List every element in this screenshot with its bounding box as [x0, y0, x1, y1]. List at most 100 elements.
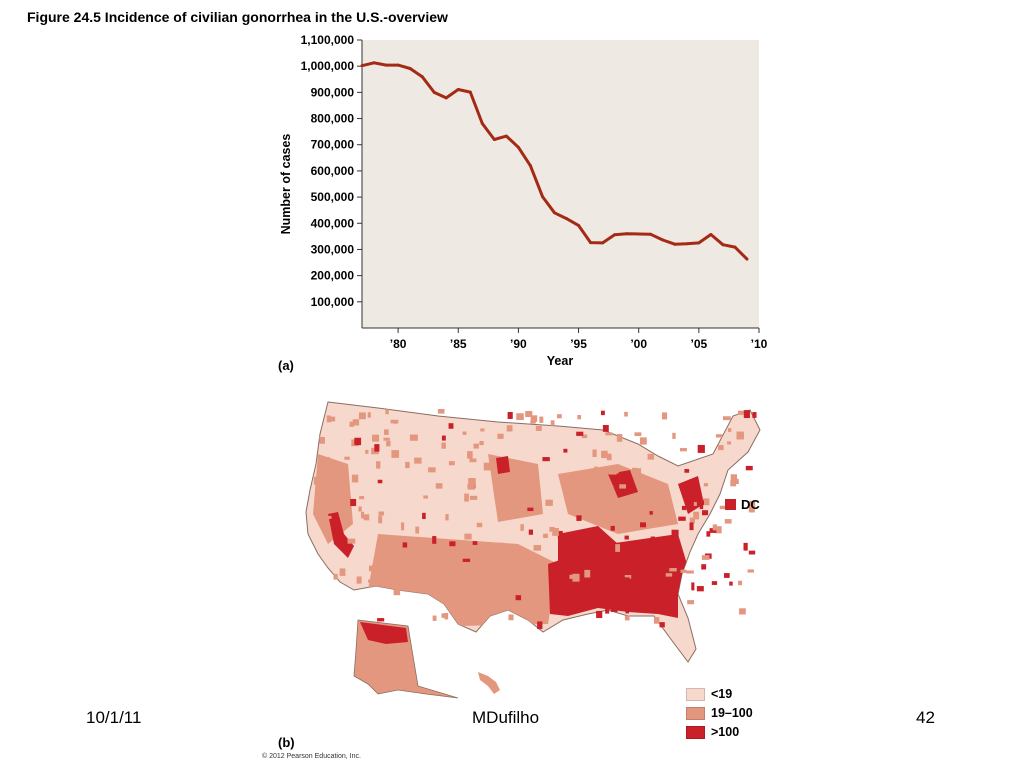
- y-tick-label: 500,000: [311, 190, 355, 204]
- county-cell: [326, 415, 331, 423]
- county-cell: [354, 437, 362, 446]
- county-cell: [748, 507, 755, 513]
- county-cell: [371, 564, 380, 570]
- county-cell: [571, 551, 575, 555]
- us-county-map: [305, 401, 761, 699]
- region-highrate-midsouth: [558, 526, 618, 564]
- county-cell: [687, 600, 695, 605]
- footer-author: MDufilho: [472, 708, 540, 727]
- county-cell: [472, 541, 478, 545]
- county-cell: [422, 512, 426, 520]
- data-point: [552, 211, 556, 215]
- county-cell: [619, 484, 627, 489]
- county-cell: [715, 434, 723, 438]
- county-cell: [377, 618, 385, 622]
- county-cell: [401, 522, 405, 531]
- data-point: [420, 75, 424, 79]
- county-cell: [510, 494, 519, 502]
- county-cell: [422, 548, 431, 555]
- data-point: [613, 233, 617, 237]
- county-cell: [730, 474, 738, 481]
- county-cell: [473, 443, 479, 449]
- county-cell: [577, 503, 583, 512]
- data-point: [685, 242, 689, 246]
- county-cell: [344, 456, 350, 460]
- y-tick-label: 100,000: [311, 295, 355, 309]
- data-point: [408, 67, 412, 71]
- plot-area: [362, 40, 759, 328]
- county-cell: [624, 615, 630, 621]
- county-cell: [360, 511, 365, 519]
- county-cell: [482, 603, 491, 609]
- county-cell: [743, 410, 750, 418]
- county-cell: [376, 461, 381, 469]
- county-cell: [748, 550, 756, 555]
- panel-label-a: (a): [278, 358, 294, 373]
- data-point: [432, 90, 436, 94]
- county-cell: [378, 511, 385, 516]
- x-tick-label: ’80: [390, 337, 407, 351]
- county-cell: [691, 582, 695, 591]
- county-cell: [719, 505, 726, 510]
- county-cell: [701, 555, 710, 560]
- county-cell: [380, 561, 388, 569]
- county-cell: [374, 570, 378, 575]
- county-cell: [480, 428, 485, 432]
- county-cell: [449, 541, 456, 547]
- county-cell: [611, 467, 619, 474]
- county-cell: [483, 462, 492, 471]
- county-cell: [660, 561, 667, 565]
- county-cell: [543, 533, 548, 539]
- county-cell: [405, 461, 410, 469]
- county-cell: [438, 576, 442, 583]
- county-cell: [743, 542, 748, 551]
- county-cell: [711, 581, 718, 585]
- county-cell: [445, 514, 449, 521]
- county-cell: [684, 469, 690, 473]
- county-cell: [581, 434, 588, 439]
- county-cell: [626, 544, 634, 551]
- legend-item-low: <19: [686, 685, 753, 703]
- data-point: [673, 242, 677, 246]
- county-cell: [626, 502, 630, 511]
- county-cell: [528, 529, 534, 535]
- county-cell: [702, 498, 710, 506]
- region-highrate-ohio: [608, 470, 638, 498]
- region-highrate-southdakota: [496, 456, 510, 474]
- region-midrate-southwest: [368, 534, 558, 626]
- county-cell: [464, 533, 472, 540]
- data-point: [396, 63, 400, 67]
- county-cell: [351, 474, 359, 483]
- county-cell: [313, 476, 321, 485]
- map-legend: <19 19–100 >100: [686, 685, 753, 742]
- county-cell: [730, 479, 737, 487]
- county-cell: [314, 512, 321, 517]
- county-cell: [479, 440, 484, 446]
- county-cell: [542, 457, 550, 462]
- series-group: [360, 61, 749, 261]
- county-cell: [497, 433, 504, 439]
- county-cell: [639, 437, 647, 445]
- county-cell: [654, 606, 662, 612]
- county-cell: [350, 498, 357, 507]
- county-cell: [485, 570, 491, 576]
- county-cell: [737, 410, 744, 415]
- county-cell: [356, 576, 362, 584]
- data-point: [589, 241, 593, 245]
- county-cell: [703, 483, 709, 487]
- data-point: [504, 134, 508, 138]
- data-point: [372, 61, 376, 65]
- county-cell: [605, 606, 610, 614]
- county-cell: [358, 412, 366, 420]
- county-cell: [739, 608, 746, 615]
- county-cell: [498, 542, 504, 547]
- data-point: [444, 96, 448, 100]
- county-cell: [383, 437, 390, 441]
- county-cell: [377, 479, 383, 484]
- x-tick-label: ’85: [450, 337, 467, 351]
- county-cell: [374, 444, 380, 452]
- county-cell: [325, 515, 332, 519]
- county-cell: [745, 465, 753, 471]
- county-cell: [316, 486, 322, 490]
- county-cell: [678, 516, 686, 521]
